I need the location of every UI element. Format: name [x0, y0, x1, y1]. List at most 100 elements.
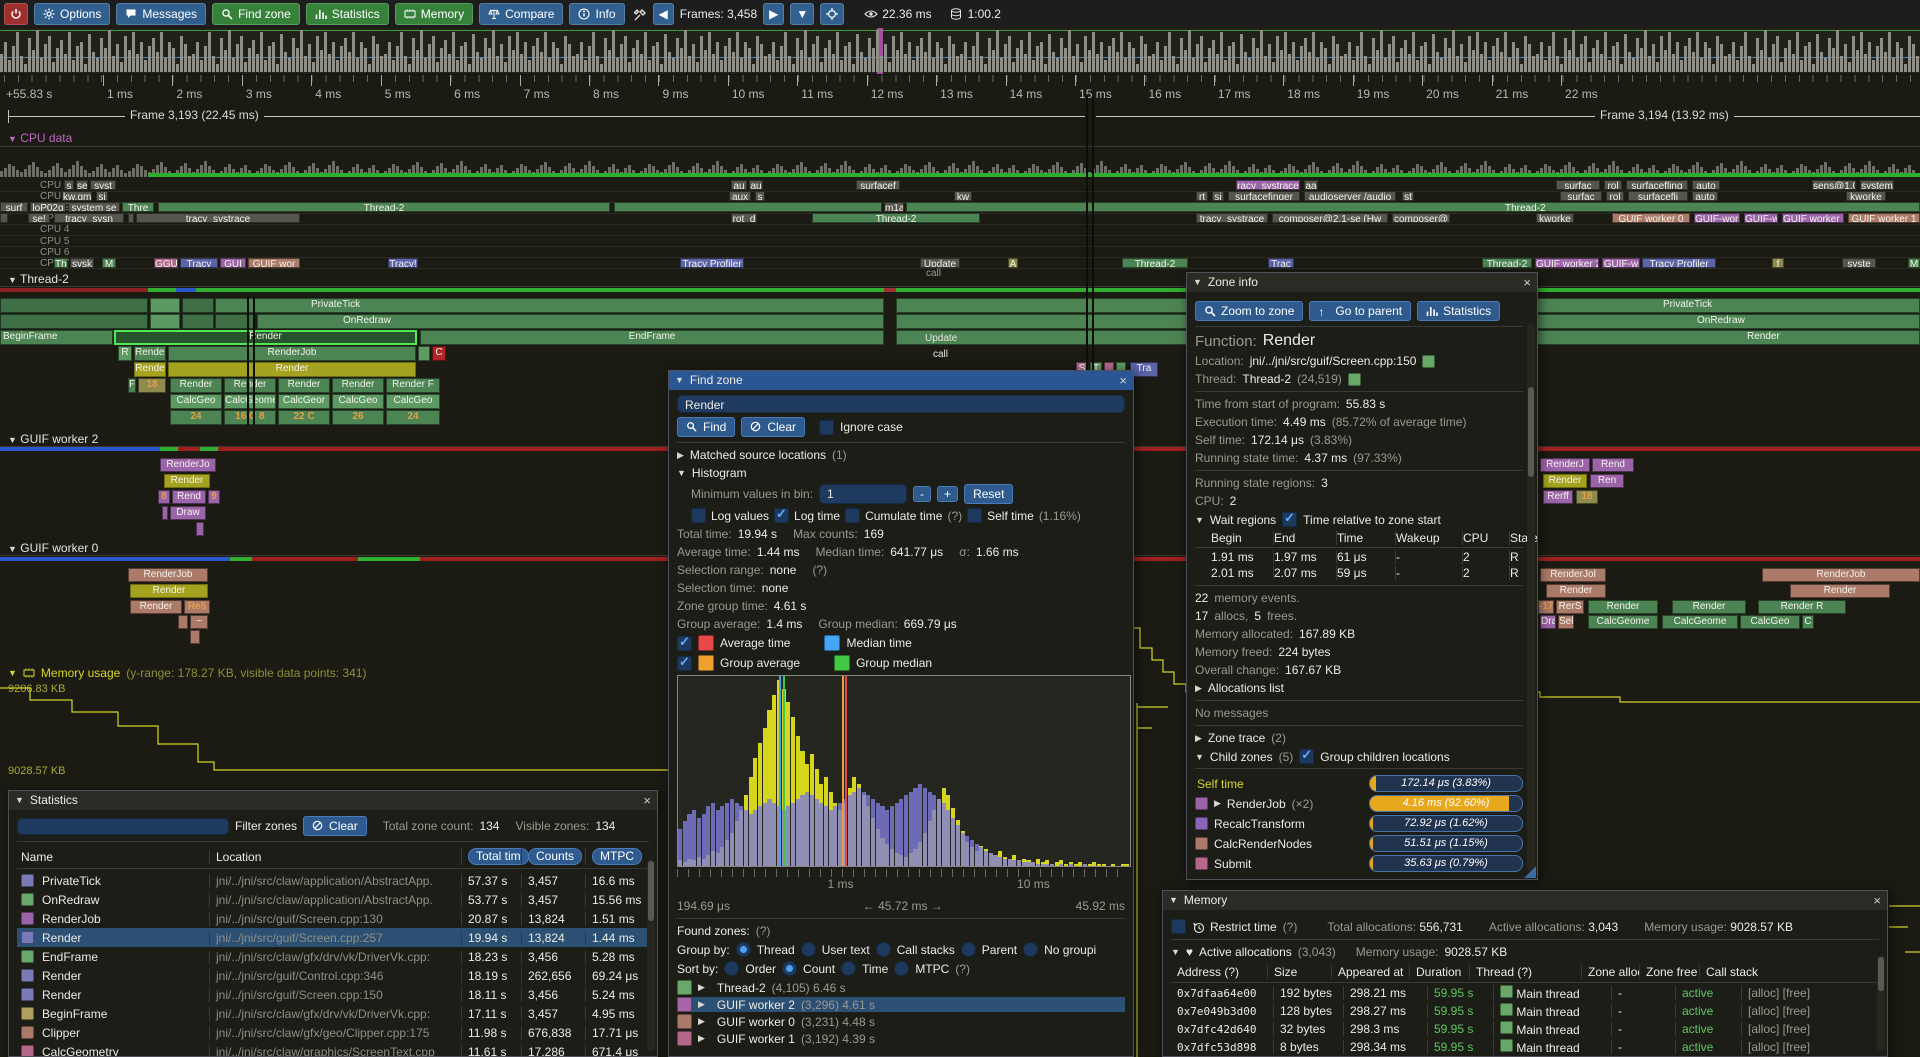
timeline-zone[interactable]: aux [729, 191, 751, 202]
timeline-zone[interactable] [196, 522, 204, 536]
timeline-zone[interactable]: si [96, 191, 108, 202]
allocation-row[interactable]: 0x7dfaa64e00 192 bytes 298.21 ms 59.95 s Ma… [1171, 984, 1879, 1002]
frame-menu-button[interactable]: ▼ [790, 2, 815, 25]
timeline-zone[interactable]: 24 [386, 410, 440, 425]
statistics-titlebar[interactable]: ▼ Statistics × [9, 791, 657, 810]
timeline-zone[interactable]: Render [332, 378, 384, 393]
timeline-zone[interactable]: Tracy Profiler [1642, 257, 1716, 268]
timeline-zone[interactable]: CalcGeome [1662, 615, 1738, 629]
timeline-zone[interactable]: ~ [190, 615, 208, 629]
timeline-zone[interactable]: Render [170, 378, 222, 393]
timeline-zone[interactable]: surfacefinger [1228, 191, 1300, 202]
min-bin-decrement-button[interactable]: - [913, 486, 932, 502]
statistics-row[interactable]: Render jni/../jni/src/guif/Screen.cpp:257… [17, 928, 649, 947]
log-time-checkbox[interactable] [774, 506, 790, 523]
timeline-zone[interactable]: Re5 [184, 600, 210, 614]
sort-column-button[interactable]: MTPC [592, 848, 642, 865]
timeline-zone[interactable]: kw [954, 191, 972, 202]
allocation-row[interactable]: 0x7dfc42d640 32 bytes 298.3 ms 59.95 s Main… [1171, 1020, 1879, 1038]
collapse-triangle-icon[interactable]: ▼ [1193, 277, 1202, 287]
statistics-row[interactable]: Render jni/../jni/src/guif/Screen.cpp:150… [17, 985, 649, 1004]
reset-button[interactable]: Reset [964, 484, 1014, 504]
frame-right-label[interactable]: Frame 3,194 (13.92 ms) [1595, 108, 1734, 122]
timeline-zone[interactable]: Render [1672, 600, 1746, 614]
statistics-row[interactable]: OnRedraw jni/../jni/src/claw/application/… [17, 890, 649, 909]
collapse-triangle-icon[interactable]: ▼ [8, 668, 17, 678]
timeline-zone[interactable]: OnRedraw [257, 314, 884, 329]
location-value[interactable]: jni/../jni/src/guif/Screen.cpp:150 [1249, 354, 1417, 368]
timeline-zone[interactable]: Thread-2 [158, 202, 610, 213]
timeline-zone[interactable]: A [1008, 257, 1018, 268]
timeline-zone[interactable] [162, 506, 168, 520]
child-zones-label[interactable]: Child zones [1209, 749, 1273, 764]
go-to-parent-button[interactable]: ↑ Go to parent [1309, 301, 1412, 321]
timeline-zone[interactable]: Thr [54, 257, 68, 268]
timeline-zone[interactable]: PrivateTick [215, 298, 884, 313]
timeline-zone[interactable]: tracy_systrace [1196, 213, 1268, 224]
timeline-zone[interactable]: 9 [208, 490, 220, 504]
statistics-row[interactable]: Render jni/../jni/src/guif/Control.cpp:34… [17, 966, 649, 985]
timeline-zone[interactable]: sysk [70, 257, 94, 268]
timeline-zone[interactable]: audioserver /audio [1304, 191, 1396, 202]
legend-checkbox[interactable] [677, 634, 692, 651]
timeline-zone[interactable] [150, 298, 180, 313]
timeline-zone[interactable]: tracy_sysn [54, 213, 124, 224]
collapse-triangle-icon[interactable]: ▼ [677, 468, 686, 478]
timeline-zone[interactable]: CalcGeo [332, 394, 384, 409]
frame-left-label[interactable]: Frame 3,193 (22.45 ms) [125, 108, 264, 122]
timeline-zone[interactable]: M [102, 257, 116, 268]
statistics-row[interactable]: RenderJob jni/../jni/src/guif/Screen.cpp:… [17, 909, 649, 928]
timeline-zone[interactable]: BeginFrame [0, 330, 113, 345]
timeline-zone[interactable]: CalcGeor [278, 394, 330, 409]
tools-icon[interactable] [633, 8, 646, 20]
find-zone-histogram[interactable] [677, 675, 1131, 867]
relative-time-checkbox[interactable] [1282, 510, 1298, 527]
group-by-radio-call-stacks[interactable] [875, 942, 891, 957]
timeline-zone[interactable]: syste [1842, 257, 1876, 268]
timeline-zone[interactable]: Render [1543, 474, 1587, 488]
timeline-zone[interactable]: C [1802, 615, 1814, 629]
timeline-zone[interactable]: rot_d [731, 213, 757, 224]
timeline-zone[interactable]: Rend [1592, 458, 1634, 472]
close-icon[interactable]: × [1119, 373, 1127, 388]
expand-triangle-icon[interactable]: ▶ [1195, 732, 1202, 743]
timeline-zone[interactable]: system se [68, 202, 120, 213]
memory-titlebar[interactable]: ▼ Memory × [1163, 891, 1887, 910]
collapse-triangle-icon[interactable]: ▼ [15, 795, 24, 805]
group-by-radio-parent[interactable] [960, 942, 976, 957]
timeline-zone[interactable]: surfacefling [1626, 180, 1688, 190]
restrict-time-checkbox[interactable] [1171, 919, 1186, 934]
active-allocations-label[interactable]: Active allocations [1199, 945, 1292, 959]
timeline-zone[interactable]: Render [1546, 584, 1606, 598]
group-by-radio-user-text[interactable] [800, 942, 816, 957]
timeline-zone[interactable]: CalcGeo [170, 394, 222, 409]
timeline-zone[interactable]: Render [224, 378, 276, 393]
timeline-zone[interactable]: Render [1588, 600, 1658, 614]
statistics-row[interactable]: BeginFrame jni/../jni/src/claw/gfx/drv/vk… [17, 1004, 649, 1023]
child-zone-row[interactable]: ▶ RenderJob (×2) 4.16 ms (92.60%) [1195, 795, 1523, 812]
statistics-row[interactable]: CalcGeometry jni/../jni/src/claw/graphics… [17, 1042, 649, 1056]
find-zone-query-input[interactable]: Render [677, 395, 1125, 413]
timeline-zone[interactable] [0, 213, 8, 224]
min-bin-increment-button[interactable]: + [937, 486, 959, 502]
timeline-zone[interactable]: loP02g [30, 202, 66, 213]
next-frame-button[interactable]: ▶ [763, 2, 785, 25]
timeline-zone[interactable] [182, 314, 214, 329]
thread-header-guif-worker-0[interactable]: ▼ GUIF worker 0 [8, 541, 99, 555]
timeline-zone[interactable]: 18 [1576, 490, 1598, 504]
zone-info-scrollbar[interactable] [1527, 323, 1535, 871]
messages-button[interactable]: Messages [116, 2, 207, 25]
restrict-time-label[interactable]: Restrict time [1210, 919, 1277, 934]
zone-group-row[interactable]: ▶ GUIF worker 0 (3,231) 4.48 s [677, 1014, 1125, 1029]
info-button[interactable]: Info [569, 2, 625, 25]
child-zone-row[interactable]: CalcRenderNodes 51.51 μs (1.15%) [1195, 835, 1523, 852]
sort-by-radio-order[interactable] [724, 961, 740, 976]
timeline-zone[interactable]: 8 [158, 490, 170, 504]
statistics-scrollbar[interactable] [647, 859, 655, 1051]
timeline-zone[interactable]: 18 [138, 378, 166, 393]
timeline-zone[interactable]: Rerff [1543, 490, 1573, 504]
timeline-zone[interactable]: racy_systrace [1236, 180, 1300, 190]
timeline-zone[interactable]: au [731, 180, 747, 190]
timeline-zone[interactable]: si [1212, 191, 1224, 202]
expand-triangle-icon[interactable]: ▶ [1195, 682, 1202, 693]
